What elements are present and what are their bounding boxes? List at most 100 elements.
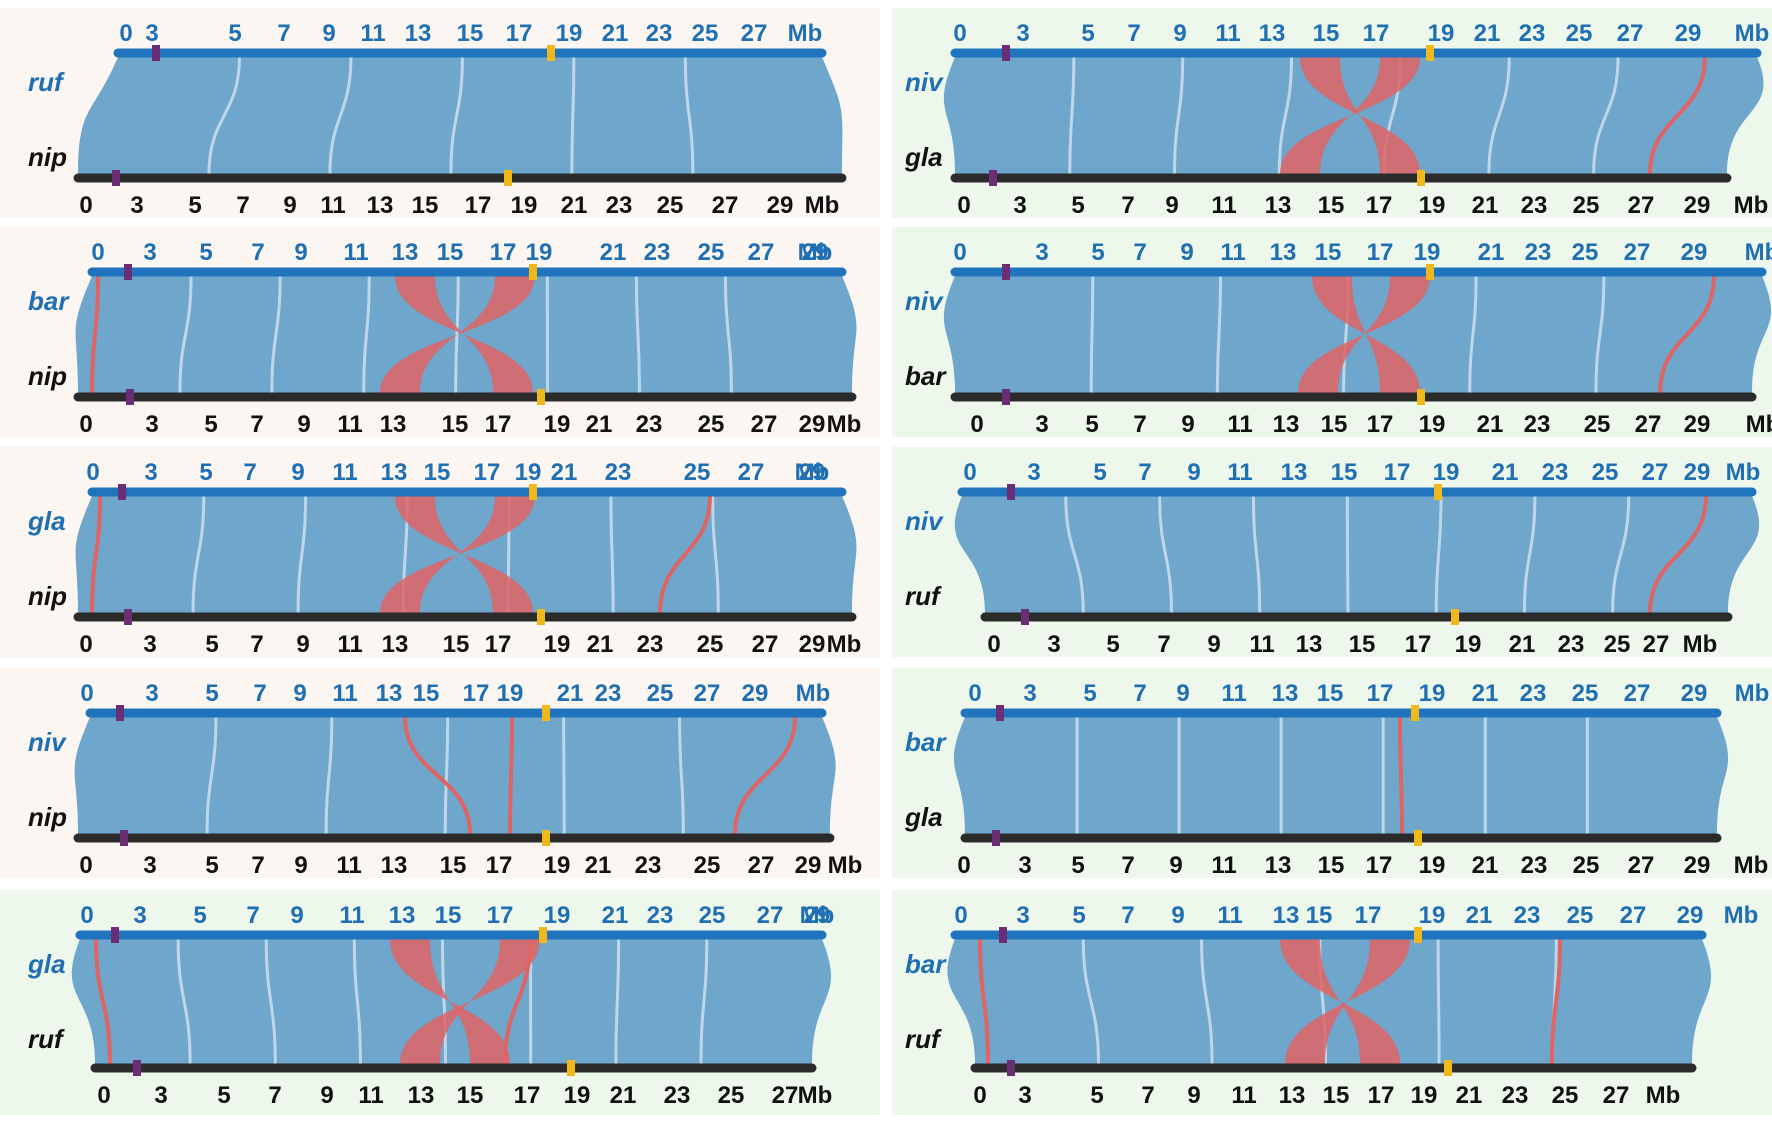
bottom-tick-label: 3	[145, 411, 158, 438]
gap-stripe	[454, 275, 460, 394]
gap-stripe	[699, 938, 709, 1065]
top-tick-label: 5	[1081, 20, 1094, 47]
gap-stripe	[723, 275, 733, 394]
top-tick-label: 27	[1620, 902, 1647, 929]
inversion-ribbon	[1298, 276, 1430, 393]
bottom-tick-label: 9	[1169, 852, 1182, 879]
top-tick-label: 19	[556, 20, 583, 47]
top-tick-label: 15	[1313, 20, 1340, 47]
top-tick-label: 27	[757, 902, 784, 929]
gap-stripe	[1173, 56, 1185, 175]
gap-stripe	[176, 938, 192, 1065]
bottom-centromere	[1444, 1060, 1452, 1076]
top-tick-label: 23	[1520, 680, 1547, 707]
bottom-marker	[133, 1060, 141, 1076]
bottom-tick-label: 3	[1013, 192, 1026, 219]
bottom-tick-label: 19	[1419, 852, 1446, 879]
top-centromere	[1414, 927, 1422, 943]
bottom-tick-label: 17	[1368, 1082, 1395, 1109]
inversion-ribbon	[390, 939, 510, 1064]
top-centromere	[539, 927, 547, 943]
gap-stripe	[1592, 56, 1620, 175]
bottom-tick-label: 15	[412, 192, 439, 219]
bottom-centromere	[504, 170, 512, 186]
top-tick-label: 27	[1642, 459, 1669, 486]
top-marker	[152, 45, 160, 61]
bottom-tick-label: 27	[752, 631, 779, 658]
top-tick-label: 17	[1367, 680, 1394, 707]
top-species-label: bar	[905, 727, 947, 757]
bottom-marker	[124, 609, 132, 625]
bottom-tick-label: 11	[358, 1082, 383, 1109]
bottom-tick-label: 9	[1181, 411, 1194, 438]
inversion-ribbon	[380, 276, 535, 393]
top-tick-label: 19	[515, 459, 542, 486]
bottom-tick-label: 15	[443, 631, 470, 658]
gap-stripe	[1215, 275, 1223, 394]
bottom-tick-label: 27	[748, 852, 775, 879]
inversion-link	[90, 495, 102, 614]
top-tick-label: 21	[551, 459, 578, 486]
top-tick-label: 0	[968, 680, 981, 707]
top-tick-label: 25	[692, 20, 719, 47]
gap-stripe	[711, 495, 720, 614]
bottom-tick-label: 11	[337, 411, 362, 438]
bottom-tick-label: 25	[1573, 852, 1600, 879]
top-tick-label: 0	[80, 680, 93, 707]
bottom-tick-label: 15	[442, 411, 469, 438]
bottom-tick-label: 21	[561, 192, 588, 219]
bottom-tick-label: 29	[1684, 192, 1711, 219]
synteny-panel: niv bar 0 3 5 7 9 11 13 15 17 19 21 23 25 27 29 Mb 0 3 5 7 9 11…	[892, 227, 1772, 438]
bottom-tick-label: 21	[585, 852, 612, 879]
bottom-tick-label: 9	[320, 1082, 333, 1109]
top-tick-label: 27	[738, 459, 765, 486]
bottom-tick-label: 11	[1227, 411, 1252, 438]
inversion-ribbon	[1312, 276, 1420, 393]
bottom-tick-label: 3	[154, 1082, 167, 1109]
top-tick-label: Mb	[1726, 459, 1761, 486]
bottom-marker	[1021, 609, 1029, 625]
top-tick-label: 0	[954, 902, 967, 929]
bottom-tick-label: 15	[1318, 192, 1345, 219]
top-tick-label: 9	[1180, 239, 1193, 266]
top-tick-label: 13	[405, 20, 432, 47]
gap-stripe	[440, 938, 448, 1065]
inversion-ribbon	[1280, 939, 1400, 1064]
inversion-spacer	[418, 276, 420, 393]
top-tick-label: 25	[1566, 20, 1593, 47]
top-marker	[1002, 264, 1010, 280]
collinear-block	[71, 939, 832, 1064]
top-tick-label: Mb	[798, 239, 833, 266]
top-tick-label: 5	[1072, 902, 1085, 929]
gap-stripe	[1522, 495, 1537, 614]
bottom-tick-label: 9	[1187, 1082, 1200, 1109]
top-marker	[1007, 484, 1015, 500]
top-tick-label: 29	[802, 239, 829, 266]
bottom-tick-label: 23	[1524, 411, 1551, 438]
bottom-tick-label: 0	[79, 192, 92, 219]
top-tick-label: 17	[1384, 459, 1411, 486]
top-tick-label: 19	[1419, 680, 1446, 707]
top-tick-label: Mb	[1735, 680, 1770, 707]
bottom-tick-label: 27	[712, 192, 739, 219]
bottom-tick-label: 17	[1367, 411, 1394, 438]
bottom-tick-label: 11	[1211, 852, 1236, 879]
top-tick-label: 5	[199, 239, 212, 266]
bottom-tick-label: Mb	[828, 852, 863, 879]
top-tick-label: 29	[1677, 902, 1704, 929]
inversion-spacer	[1336, 276, 1338, 393]
top-centromere	[1426, 264, 1434, 280]
top-tick-label: 5	[199, 459, 212, 486]
bottom-tick-label: Mb	[1734, 852, 1769, 879]
gap-stripe	[270, 275, 282, 394]
top-tick-label: 25	[1592, 459, 1619, 486]
top-tick-label: 9	[294, 239, 307, 266]
top-tick-label: 7	[251, 239, 264, 266]
gap-stripe	[1064, 495, 1085, 614]
top-tick-label: 19	[544, 902, 571, 929]
top-tick-label: 0	[86, 459, 99, 486]
bottom-tick-label: 3	[130, 192, 143, 219]
bottom-tick-label: 5	[1085, 411, 1098, 438]
gap-stripe	[1089, 275, 1095, 394]
